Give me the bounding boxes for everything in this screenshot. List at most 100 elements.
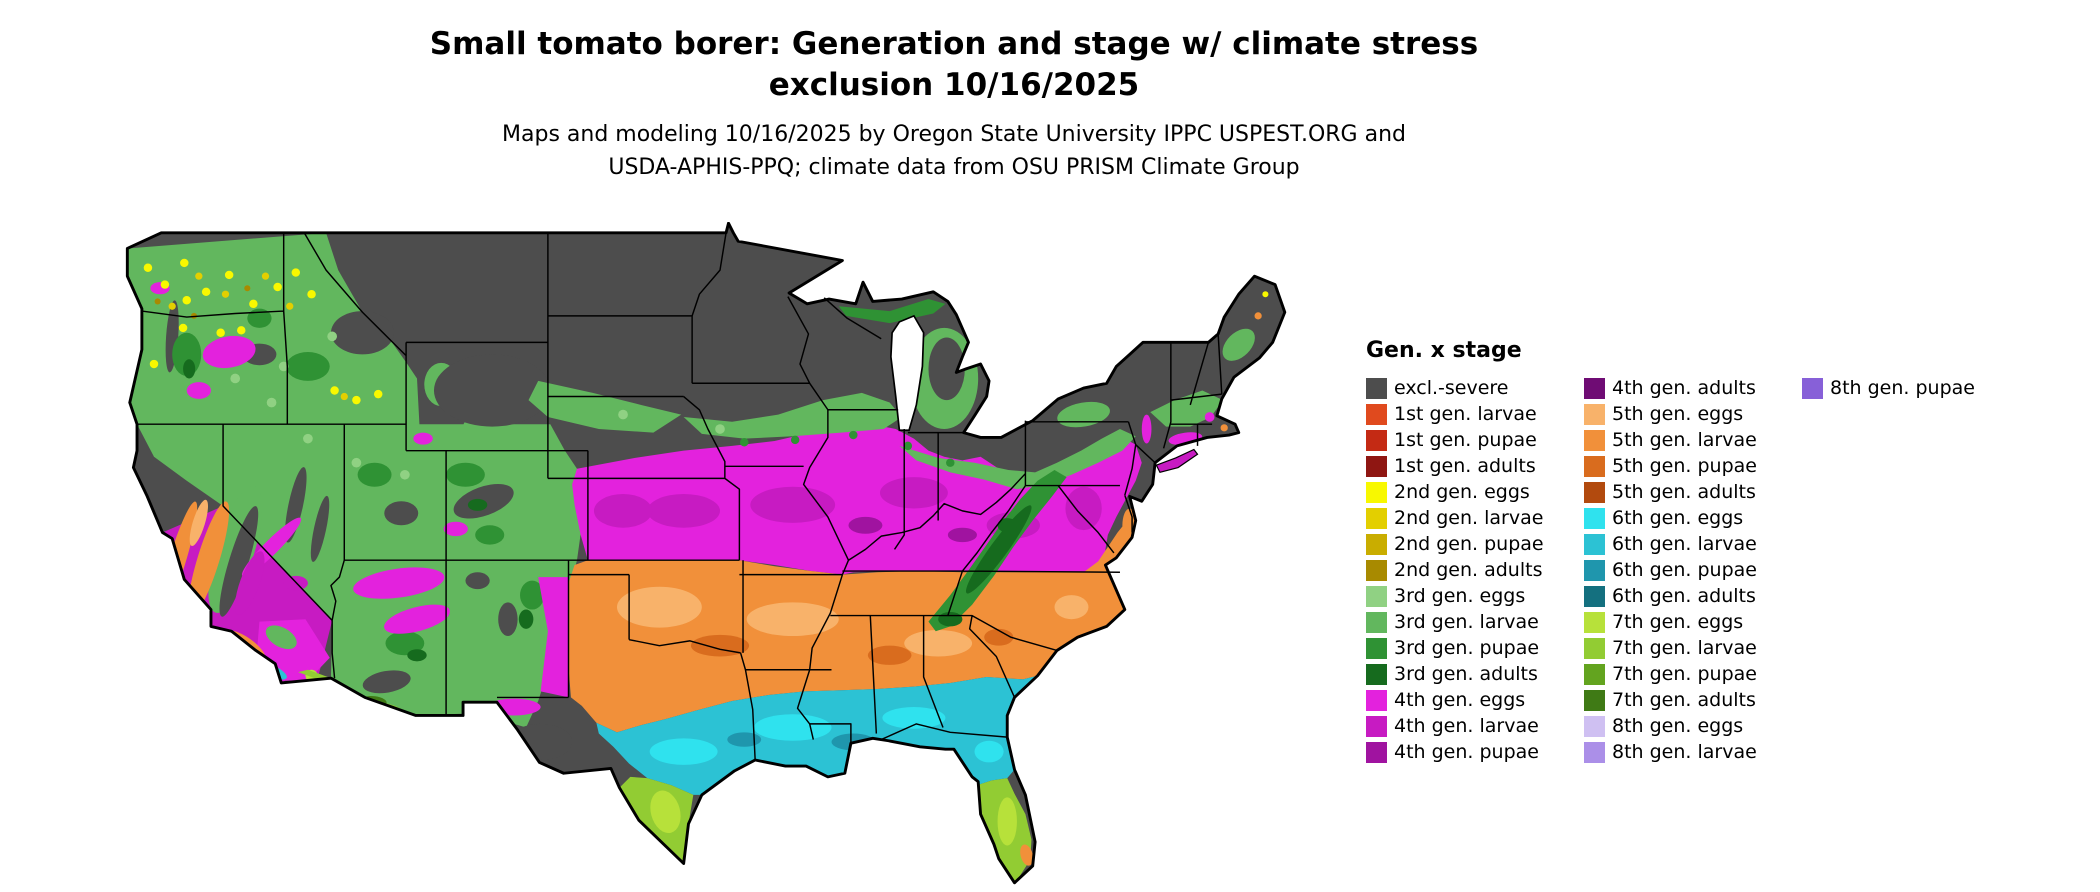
- legend-item-label: 8th gen. eggs: [1612, 715, 1744, 737]
- legend-columns: excl.-severe 1st gen. larvae 1st gen. pupa…: [1366, 375, 2020, 765]
- legend-item: 1st gen. pupae: [1366, 427, 1584, 453]
- legend-swatch: [1584, 429, 1605, 451]
- legend-title: Gen. x stage: [1366, 338, 1522, 363]
- legend-swatch: [1366, 377, 1387, 399]
- legend-item: 2nd gen. eggs: [1366, 479, 1584, 505]
- legend-item-label: 6th gen. adults: [1612, 585, 1756, 607]
- legend-swatch: [1366, 611, 1387, 633]
- legend-item: 6th gen. adults: [1584, 583, 1802, 609]
- legend-item-label: 5th gen. eggs: [1612, 403, 1744, 425]
- figure-subtitle-line2: USDA-APHIS-PPQ; climate data from OSU PR…: [608, 155, 1300, 180]
- legend-item-label: 7th gen. adults: [1612, 689, 1756, 711]
- legend-swatch: [1584, 533, 1605, 555]
- legend-item-label: 3rd gen. larvae: [1394, 611, 1539, 633]
- legend-swatch: [1584, 481, 1605, 503]
- legend-item-label: 2nd gen. pupae: [1394, 533, 1544, 555]
- legend-swatch: [1366, 637, 1387, 659]
- legend-item: 7th gen. larvae: [1584, 635, 1802, 661]
- legend-swatch: [1584, 689, 1605, 711]
- legend-column-1: excl.-severe 1st gen. larvae 1st gen. pupa…: [1366, 375, 1584, 765]
- legend-swatch: [1366, 455, 1387, 477]
- legend-swatch: [1584, 611, 1605, 633]
- legend-swatch: [1366, 741, 1387, 763]
- legend-column-2: 4th gen. adults 5th gen. eggs 5th gen. lar…: [1584, 375, 1802, 765]
- legend-item: 1st gen. larvae: [1366, 401, 1584, 427]
- legend-item: 4th gen. larvae: [1366, 713, 1584, 739]
- us-map: [114, 221, 1326, 890]
- legend-item-label: 5th gen. pupae: [1612, 455, 1757, 477]
- legend-swatch: [1584, 741, 1605, 763]
- legend-swatch: [1584, 455, 1605, 477]
- legend-item-label: 2nd gen. adults: [1394, 559, 1543, 581]
- legend-item-label: 1st gen. adults: [1394, 455, 1536, 477]
- legend-swatch: [1584, 559, 1605, 581]
- figure-title-line2: exclusion 10/16/2025: [768, 66, 1140, 103]
- legend-item: 4th gen. pupae: [1366, 739, 1584, 765]
- legend-swatch: [1366, 689, 1387, 711]
- legend-swatch: [1366, 663, 1387, 685]
- legend-item-label: 2nd gen. eggs: [1394, 481, 1530, 503]
- legend-item: 4th gen. adults: [1584, 375, 1802, 401]
- legend-item-label: 3rd gen. eggs: [1394, 585, 1526, 607]
- legend-item: 3rd gen. larvae: [1366, 609, 1584, 635]
- legend-item: 2nd gen. pupae: [1366, 531, 1584, 557]
- legend-item-label: 7th gen. eggs: [1612, 611, 1744, 633]
- legend-swatch: [1366, 429, 1387, 451]
- legend-swatch: [1366, 533, 1387, 555]
- legend-swatch: [1366, 403, 1387, 425]
- legend-item-label: 1st gen. pupae: [1394, 429, 1537, 451]
- legend-swatch: [1584, 507, 1605, 529]
- legend-item-label: 4th gen. larvae: [1394, 715, 1539, 737]
- legend-item: 3rd gen. pupae: [1366, 635, 1584, 661]
- lake-michigan: [890, 314, 925, 432]
- region-norcal-green: [137, 424, 224, 507]
- legend-item: 7th gen. adults: [1584, 687, 1802, 713]
- legend-item: 8th gen. larvae: [1584, 739, 1802, 765]
- legend-item-label: 6th gen. larvae: [1612, 533, 1757, 555]
- legend-swatch: [1584, 715, 1605, 737]
- us-map-svg: [125, 221, 1287, 885]
- legend-item-label: 7th gen. larvae: [1612, 637, 1757, 659]
- long-island: [1155, 448, 1199, 474]
- legend-item-label: 4th gen. eggs: [1394, 689, 1526, 711]
- legend-swatch: [1584, 637, 1605, 659]
- legend-item-label: 2nd gen. larvae: [1394, 507, 1544, 529]
- legend-item: 1st gen. adults: [1366, 453, 1584, 479]
- legend-item: 8th gen. eggs: [1584, 713, 1802, 739]
- figure-subtitle-line1: Maps and modeling 10/16/2025 by Oregon S…: [502, 122, 1406, 147]
- legend-swatch: [1802, 377, 1823, 399]
- legend-column-3: 8th gen. pupae: [1802, 375, 2020, 401]
- legend-item-label: 1st gen. larvae: [1394, 403, 1537, 425]
- figure-subtitle: Maps and modeling 10/16/2025 by Oregon S…: [254, 118, 1654, 184]
- map-outline: [125, 221, 1287, 885]
- figure-title: Small tomato borer: Generation and stage…: [254, 24, 1654, 106]
- legend-swatch: [1366, 507, 1387, 529]
- legend-item-label: excl.-severe: [1394, 377, 1509, 399]
- legend-swatch: [1584, 377, 1605, 399]
- legend-item-label: 4th gen. pupae: [1394, 741, 1539, 763]
- legend-item-label: 4th gen. adults: [1612, 377, 1756, 399]
- legend-item-label: 3rd gen. pupae: [1394, 637, 1540, 659]
- legend-item: 2nd gen. larvae: [1366, 505, 1584, 531]
- legend-item: 7th gen. pupae: [1584, 661, 1802, 687]
- legend-swatch: [1584, 663, 1605, 685]
- legend-item: 5th gen. larvae: [1584, 427, 1802, 453]
- map-raster-regions: [127, 223, 1285, 883]
- legend-item-label: 3rd gen. adults: [1394, 663, 1538, 685]
- legend-swatch: [1366, 559, 1387, 581]
- legend-item: 4th gen. eggs: [1366, 687, 1584, 713]
- legend-item-label: 5th gen. adults: [1612, 481, 1756, 503]
- legend: Gen. x stage excl.-severe 1st gen. larvae…: [1366, 338, 2020, 765]
- legend-swatch: [1366, 481, 1387, 503]
- legend-item: excl.-severe: [1366, 375, 1584, 401]
- legend-item-label: 8th gen. larvae: [1612, 741, 1757, 763]
- legend-item: 5th gen. adults: [1584, 479, 1802, 505]
- legend-swatch: [1366, 585, 1387, 607]
- legend-item: 3rd gen. eggs: [1366, 583, 1584, 609]
- legend-item-label: 7th gen. pupae: [1612, 663, 1757, 685]
- legend-swatch: [1584, 585, 1605, 607]
- legend-item-label: 6th gen. pupae: [1612, 559, 1757, 581]
- legend-item: 8th gen. pupae: [1802, 375, 2020, 401]
- legend-item: 5th gen. pupae: [1584, 453, 1802, 479]
